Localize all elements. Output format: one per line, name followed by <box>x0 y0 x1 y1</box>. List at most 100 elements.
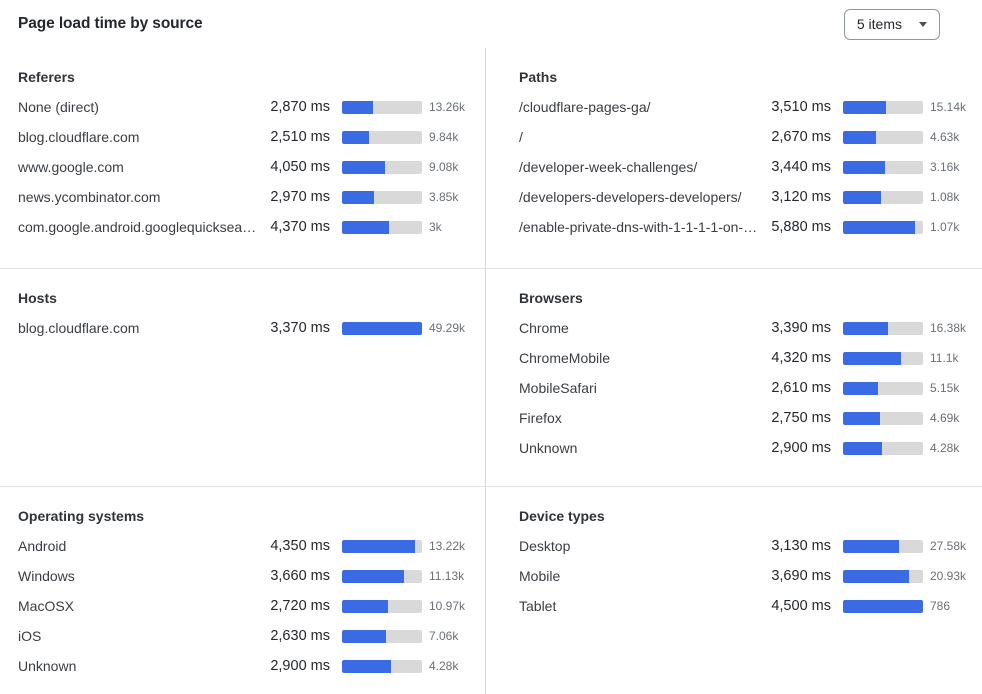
row-ms-value: 3,120 ms <box>771 189 831 205</box>
row-bar-fill <box>843 351 901 365</box>
row-bar-fill <box>342 629 387 643</box>
row-bar-track <box>843 569 923 583</box>
row-count: 3.16k <box>930 160 960 174</box>
row-bar-fill <box>342 659 391 673</box>
items-count-dropdown[interactable]: 5 items <box>843 8 940 40</box>
row-count: 27.58k <box>930 539 967 553</box>
row-count: 9.08k <box>429 160 459 174</box>
row-count: 4.28k <box>429 659 459 673</box>
row-bar-track <box>843 411 923 425</box>
row-label: Chrome <box>519 320 569 336</box>
chevron-down-icon <box>919 21 927 27</box>
table-row: www.google.com 4,050 ms 9.08k <box>18 152 469 182</box>
row-bar-fill <box>843 190 882 204</box>
row-ms-value: 3,130 ms <box>771 538 831 554</box>
row-ms-value: 2,510 ms <box>270 129 330 145</box>
row-ms-value: 4,050 ms <box>270 159 330 175</box>
row-bar-track <box>843 599 923 613</box>
row-bar-fill <box>843 441 882 455</box>
panel-title-browsers: Browsers <box>519 290 583 306</box>
row-ms-value: 2,750 ms <box>771 410 831 426</box>
row-bar-fill <box>843 321 889 335</box>
panel-title-paths: Paths <box>519 69 558 85</box>
panels-grid: Referers None (direct) 2,870 ms 13.26k b… <box>0 48 982 694</box>
row-count: 1.07k <box>930 220 960 234</box>
row-bar-fill <box>843 100 887 114</box>
row-ms-value: 5,880 ms <box>771 219 831 235</box>
row-count: 16.38k <box>930 321 967 335</box>
page-title: Page load time by source <box>18 15 203 32</box>
row-ms-value: 2,870 ms <box>270 99 330 115</box>
row-bar-fill <box>342 569 404 583</box>
row-bar-track <box>843 381 923 395</box>
row-ms-value: 3,390 ms <box>771 320 831 336</box>
row-bar-track <box>342 100 422 114</box>
row-label: MacOSX <box>18 598 75 614</box>
row-count: 3.85k <box>429 190 459 204</box>
row-ms-value: 3,510 ms <box>771 99 831 115</box>
row-bar-fill <box>843 160 886 174</box>
table-row: Android 4,350 ms 13.22k <box>18 531 469 561</box>
row-count: 786 <box>930 599 951 613</box>
table-row: /enable-private-dns-with-1-1-1-1-on-… 5,… <box>519 212 970 242</box>
row-label: news.ycombinator.com <box>18 189 161 205</box>
panel-referers: Referers None (direct) 2,870 ms 13.26k b… <box>0 48 486 268</box>
widget-header: Page load time by source 5 items <box>0 0 982 48</box>
panel-hosts: Hosts blog.cloudflare.com 3,370 ms 49.29… <box>0 268 486 486</box>
row-count: 1.08k <box>930 190 960 204</box>
table-row: MobileSafari 2,610 ms 5.15k <box>519 373 970 403</box>
table-row: / 2,670 ms 4.63k <box>519 122 970 152</box>
row-bar-fill <box>342 539 416 553</box>
table-row: com.google.android.googlequicksearc… 4,3… <box>18 212 469 242</box>
panel-browsers: Browsers Chrome 3,390 ms 16.38k ChromeMo… <box>486 268 982 486</box>
row-bar-track <box>843 190 923 204</box>
row-bar-fill <box>342 100 373 114</box>
panel-operating-systems: Operating systems Android 4,350 ms 13.22… <box>0 486 486 694</box>
row-bar-track <box>843 220 923 234</box>
row-ms-value: 3,690 ms <box>771 568 831 584</box>
row-count: 13.22k <box>429 539 466 553</box>
row-bar-track <box>342 629 422 643</box>
row-count: 5.15k <box>930 381 960 395</box>
row-ms-value: 2,900 ms <box>771 440 831 456</box>
table-row: /cloudflare-pages-ga/ 3,510 ms 15.14k <box>519 92 970 122</box>
row-ms-value: 2,630 ms <box>270 628 330 644</box>
table-row: Tablet 4,500 ms 786 <box>519 591 970 621</box>
table-row: None (direct) 2,870 ms 13.26k <box>18 92 469 122</box>
row-label: ChromeMobile <box>519 350 611 366</box>
row-count: 9.84k <box>429 130 459 144</box>
row-label: Desktop <box>519 538 571 554</box>
row-ms-value: 3,440 ms <box>771 159 831 175</box>
panel-title-referers: Referers <box>18 69 75 85</box>
row-label: /developers-developers-developers/ <box>519 189 742 205</box>
row-bar-track <box>342 160 422 174</box>
row-ms-value: 3,370 ms <box>270 320 330 336</box>
row-bar-track <box>342 599 422 613</box>
row-label: com.google.android.googlequicksearc… <box>18 219 264 235</box>
row-bar-fill <box>843 220 916 234</box>
panel-title-hosts: Hosts <box>18 290 57 306</box>
row-bar-fill <box>843 411 880 425</box>
table-row: Windows 3,660 ms 11.13k <box>18 561 469 591</box>
row-label: blog.cloudflare.com <box>18 320 140 336</box>
panel-device-types: Device types Desktop 3,130 ms 27.58k Mob… <box>486 486 982 694</box>
row-bar-track <box>342 539 422 553</box>
row-count: 20.93k <box>930 569 967 583</box>
row-label: www.google.com <box>18 159 124 175</box>
row-bar-track <box>843 321 923 335</box>
row-ms-value: 2,970 ms <box>270 189 330 205</box>
row-ms-value: 2,720 ms <box>270 598 330 614</box>
row-count: 15.14k <box>930 100 967 114</box>
table-row: Mobile 3,690 ms 20.93k <box>519 561 970 591</box>
panel-title-operating-systems: Operating systems <box>18 508 145 524</box>
table-row: /developers-developers-developers/ 3,120… <box>519 182 970 212</box>
table-row: Desktop 3,130 ms 27.58k <box>519 531 970 561</box>
table-row: ChromeMobile 4,320 ms 11.1k <box>519 343 970 373</box>
row-ms-value: 2,670 ms <box>771 129 831 145</box>
row-bar-fill <box>342 220 389 234</box>
row-ms-value: 4,500 ms <box>771 598 831 614</box>
row-ms-value: 3,660 ms <box>270 568 330 584</box>
row-ms-value: 2,610 ms <box>771 380 831 396</box>
row-bar-track <box>342 321 422 335</box>
